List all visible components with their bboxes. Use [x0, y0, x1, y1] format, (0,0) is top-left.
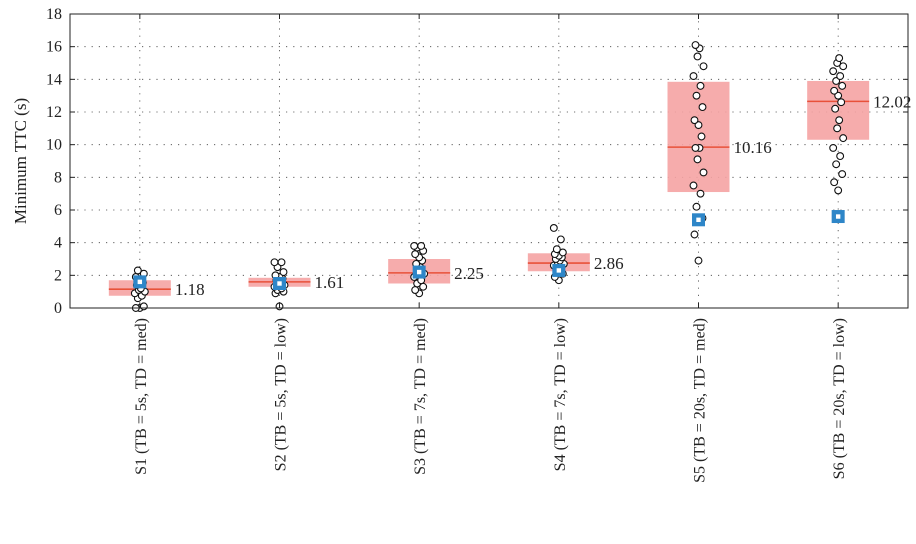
data-point	[549, 224, 558, 232]
data-point	[694, 256, 703, 265]
data-point	[690, 116, 699, 125]
y-tick-label: 0	[54, 300, 62, 317]
data-point	[838, 81, 847, 90]
data-point	[552, 245, 561, 254]
data-point	[410, 241, 419, 250]
median-label: 10.16	[734, 138, 772, 157]
data-point	[698, 103, 707, 112]
mean-marker-center	[137, 279, 143, 285]
data-point	[689, 72, 698, 81]
x-tick-label: S3 (TB = 7s, TD = med)	[412, 318, 429, 475]
data-point	[691, 41, 700, 49]
data-point	[699, 62, 708, 71]
data-point	[411, 286, 420, 294]
data-point	[833, 124, 842, 133]
data-point	[139, 302, 148, 311]
data-point	[417, 241, 426, 250]
median-label: 1.18	[175, 280, 205, 299]
data-point	[699, 168, 708, 177]
median-label: 1.61	[315, 273, 345, 292]
mean-marker-center	[556, 268, 562, 273]
y-tick-label: 18	[46, 6, 62, 23]
data-point	[839, 134, 848, 143]
data-point	[696, 81, 705, 90]
data-point	[836, 152, 845, 161]
data-point	[839, 62, 848, 71]
data-point	[832, 160, 841, 169]
plot-frame	[69, 13, 909, 309]
y-tick-label: 6	[54, 202, 62, 219]
mean-marker-center	[696, 217, 701, 222]
data-point	[829, 67, 838, 76]
data-point	[689, 181, 698, 190]
x-tick-label: S6 (TB = 20s, TD = low)	[831, 318, 848, 479]
data-point	[830, 178, 839, 187]
y-axis-title: Minimum TTC (s)	[11, 98, 30, 224]
x-tick-label: S1 (TB = 5s, TD = med)	[133, 318, 150, 475]
data-point	[690, 230, 699, 239]
y-tick-label: 10	[46, 137, 62, 154]
data-point	[836, 72, 845, 81]
y-tick-label: 2	[54, 267, 62, 284]
data-point	[279, 268, 288, 277]
data-point	[691, 143, 700, 152]
data-point	[829, 143, 838, 152]
data-point	[270, 258, 279, 267]
median-label: 2.25	[454, 264, 484, 283]
data-point	[692, 91, 701, 100]
data-point	[697, 132, 706, 141]
data-point	[831, 104, 840, 113]
data-point	[835, 54, 844, 63]
data-point	[837, 98, 846, 107]
y-tick-label: 8	[54, 169, 62, 186]
data-point	[411, 250, 420, 259]
y-tick-label: 4	[54, 235, 62, 252]
y-tick-label: 16	[46, 39, 62, 56]
data-point	[133, 266, 142, 275]
x-tick-label: S4 (TB = 7s, TD = low)	[552, 318, 569, 471]
data-point	[696, 189, 705, 198]
x-tick-label: S2 (TB = 5s, TD = low)	[273, 318, 290, 471]
median-label: 12.02	[873, 92, 911, 111]
data-point	[692, 202, 701, 211]
data-point	[834, 186, 843, 195]
mean-marker-center	[277, 281, 282, 286]
data-point	[693, 52, 702, 61]
data-point	[277, 258, 286, 267]
mean-marker-center	[416, 269, 422, 275]
y-tick-label: 12	[46, 104, 62, 121]
data-point	[558, 248, 567, 257]
y-tick-label: 14	[46, 71, 62, 88]
median-label: 2.86	[594, 254, 624, 273]
data-point	[556, 235, 565, 244]
x-tick-label: S5 (TB = 20s, TD = med)	[692, 318, 709, 483]
data-point	[693, 155, 702, 164]
data-point	[835, 116, 844, 125]
data-point	[830, 86, 839, 95]
data-point	[838, 170, 847, 179]
mean-marker-center	[835, 214, 841, 219]
